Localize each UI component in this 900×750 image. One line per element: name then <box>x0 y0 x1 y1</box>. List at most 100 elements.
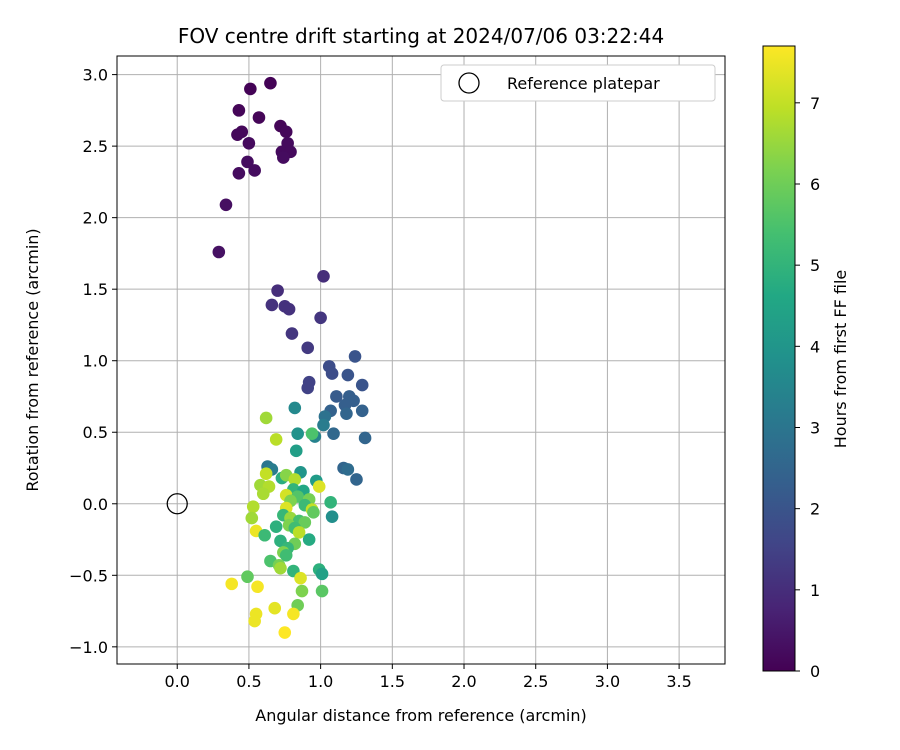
data-point <box>291 427 304 440</box>
data-point <box>298 516 312 529</box>
data-point <box>246 500 260 513</box>
data-point <box>288 401 302 415</box>
data-point <box>258 528 271 542</box>
data-point <box>315 584 329 598</box>
data-point <box>245 511 259 525</box>
data-point <box>289 444 303 458</box>
data-point <box>248 614 261 628</box>
colorbar-ticks: 0 1 2 3 4 5 6 7 <box>795 94 820 681</box>
colorbar: 0 1 2 3 4 5 6 7 Hours from first FF file <box>762 45 850 681</box>
colorbar-tick-label: 6 <box>810 175 820 194</box>
y-tick-label: 2.0 <box>83 209 108 228</box>
legend: Reference platepar <box>440 64 716 102</box>
data-point <box>341 463 355 476</box>
x-tick-label: 2.0 <box>451 672 476 691</box>
data-point <box>264 76 277 90</box>
x-tick-label: 1.0 <box>308 672 333 691</box>
data-point <box>314 311 327 325</box>
data-point <box>279 125 293 139</box>
data-point <box>268 601 282 615</box>
plot-frame <box>116 55 726 665</box>
data-point <box>295 584 309 598</box>
data-point <box>265 298 279 312</box>
data-point <box>271 284 284 297</box>
data-point <box>256 487 270 501</box>
grid <box>117 56 725 664</box>
data-point <box>325 510 339 523</box>
y-tick-label: 0.5 <box>83 423 108 442</box>
data-point <box>212 245 226 259</box>
data-point <box>350 473 363 486</box>
data-point <box>277 151 290 164</box>
x-tick-label: 1.5 <box>380 672 405 691</box>
data-point <box>269 433 283 446</box>
data-point <box>274 561 287 575</box>
data-point <box>287 607 300 621</box>
data-point <box>241 155 254 169</box>
data-point <box>324 496 337 509</box>
data-point <box>348 350 362 363</box>
data-point <box>307 506 320 519</box>
y-tick-label: 3.0 <box>83 66 108 85</box>
y-tick-label: 2.5 <box>83 137 108 156</box>
data-point <box>244 82 257 96</box>
data-point <box>278 626 292 639</box>
data-point <box>269 520 283 533</box>
data-point <box>358 431 372 445</box>
data-point <box>301 341 315 355</box>
data-point <box>341 368 355 382</box>
data-point <box>330 390 343 403</box>
data-point <box>232 104 246 117</box>
y-tick-label: −1.0 <box>69 638 108 657</box>
legend-marker-open-circle <box>458 72 480 94</box>
data-point <box>259 467 273 481</box>
data-point <box>292 526 306 539</box>
data-point <box>312 480 326 493</box>
colorbar-tick-label: 3 <box>810 418 820 437</box>
x-axis-title: Angular distance from reference (arcmin) <box>255 706 586 725</box>
data-point <box>288 473 302 486</box>
data-point <box>225 577 239 591</box>
data-point <box>248 164 261 177</box>
data-point <box>251 580 264 594</box>
x-tick-label: 2.5 <box>523 672 548 691</box>
data-point <box>241 570 254 584</box>
data-point <box>355 404 369 418</box>
legend-label-reference: Reference platepar <box>507 74 660 93</box>
y-tick-label: 1.0 <box>83 352 108 371</box>
y-tick-label: 1.5 <box>83 280 108 299</box>
data-point <box>327 427 340 440</box>
y-tick-label: 0.0 <box>83 495 108 514</box>
data-point <box>219 198 233 212</box>
data-point <box>231 128 244 141</box>
colorbar-tick-label: 0 <box>810 662 820 681</box>
colorbar-tick-label: 5 <box>810 256 820 275</box>
y-axis-ticks: −1.0 −0.5 0.0 0.5 1.0 1.5 2.0 2.5 3.0 <box>69 66 117 657</box>
data-point <box>317 418 330 432</box>
data-point <box>317 270 330 283</box>
plot-area <box>117 56 725 664</box>
x-tick-label: 0.5 <box>236 672 261 691</box>
colorbar-tick-label: 7 <box>810 94 820 113</box>
x-tick-label: 0.0 <box>164 672 189 691</box>
data-point <box>259 411 273 425</box>
y-tick-label: −0.5 <box>69 566 108 585</box>
data-point <box>232 167 246 180</box>
data-point <box>242 136 256 150</box>
colorbar-tick-label: 1 <box>810 581 820 600</box>
data-point <box>355 378 369 392</box>
data-point <box>285 327 299 340</box>
data-point <box>340 407 353 420</box>
scatter-points <box>212 76 372 639</box>
reference-marker <box>166 493 188 515</box>
colorbar-tick-label: 4 <box>810 337 820 356</box>
data-point <box>302 533 316 546</box>
y-axis-title: Rotation from reference (arcmin) <box>23 228 42 491</box>
data-point <box>315 567 329 581</box>
legend-box <box>440 64 716 102</box>
data-point <box>282 302 296 316</box>
x-tick-label: 3.0 <box>595 672 620 691</box>
colorbar-gradient <box>762 45 796 672</box>
data-point <box>305 427 319 440</box>
